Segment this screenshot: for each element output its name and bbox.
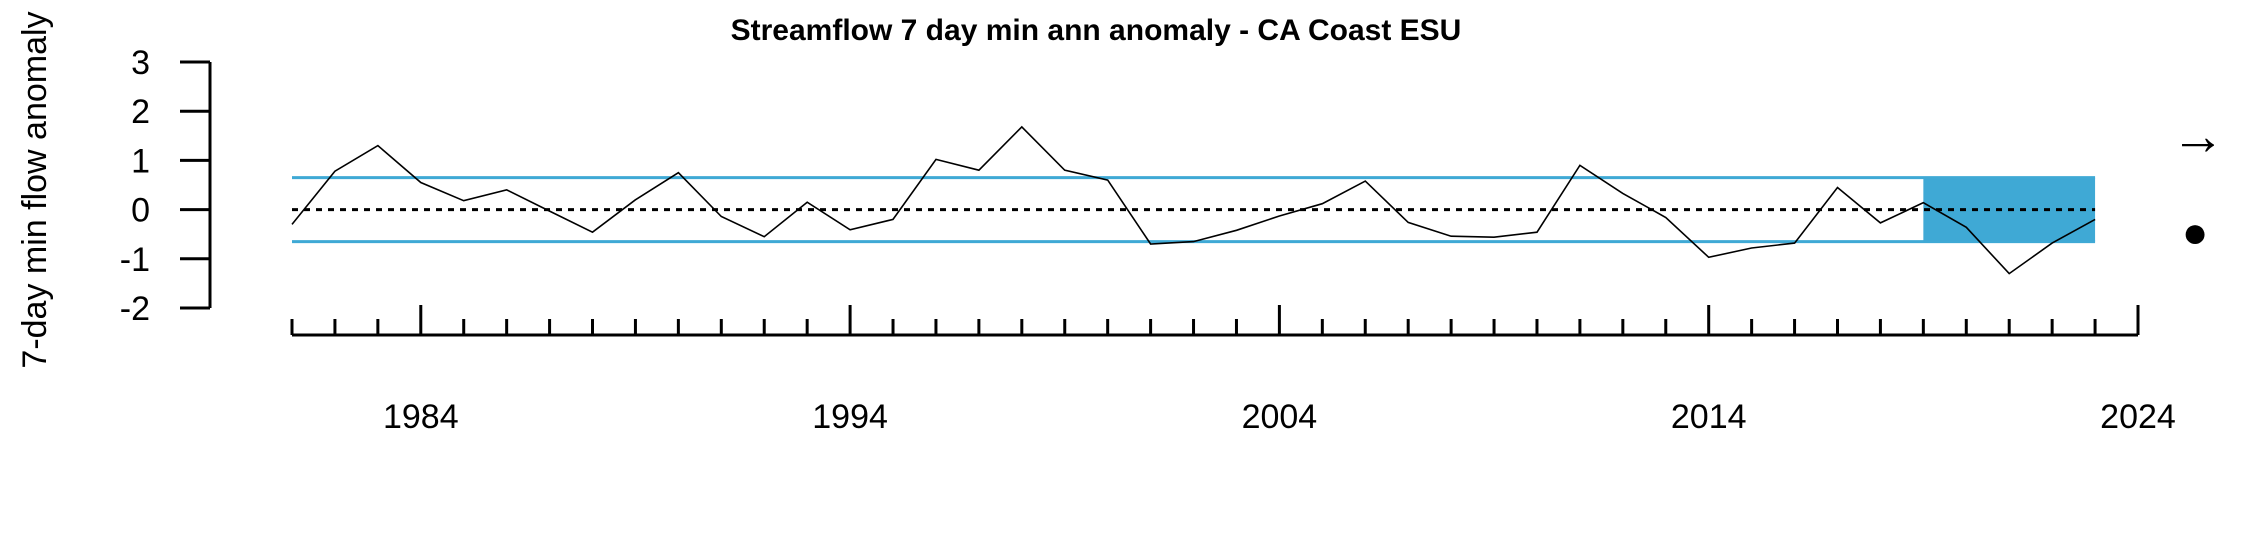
y-axis: 3 2 1 0 -1 -2	[120, 44, 212, 328]
y-tick-label: -2	[120, 290, 150, 328]
y-tick-label: 1	[131, 142, 150, 180]
x-tick-label: 2024	[2100, 398, 2176, 436]
x-tick-label: 1994	[812, 398, 888, 436]
trend-arrow-icon: →	[2171, 106, 2225, 166]
x-axis: 1984 1994 2004 2014 2024	[290, 305, 2176, 436]
y-tick-label: 3	[131, 44, 150, 82]
chart-title: Streamflow 7 day min ann anomaly - CA Co…	[731, 14, 1462, 47]
x-tick-label: 1984	[383, 398, 459, 436]
sd-band	[292, 176, 2096, 244]
y-tick-label: -1	[120, 241, 150, 279]
mean-dot-icon: ●	[2182, 208, 2209, 257]
y-axis-label: 7-day min flow anomaly	[16, 11, 54, 368]
series	[291, 125, 2096, 275]
x-tick-label: 2014	[1671, 398, 1747, 436]
x-tick-label: 2004	[1242, 398, 1318, 436]
y-tick-label: 0	[131, 192, 150, 230]
y-tick-label: 2	[131, 93, 150, 131]
series-line	[291, 125, 2096, 275]
